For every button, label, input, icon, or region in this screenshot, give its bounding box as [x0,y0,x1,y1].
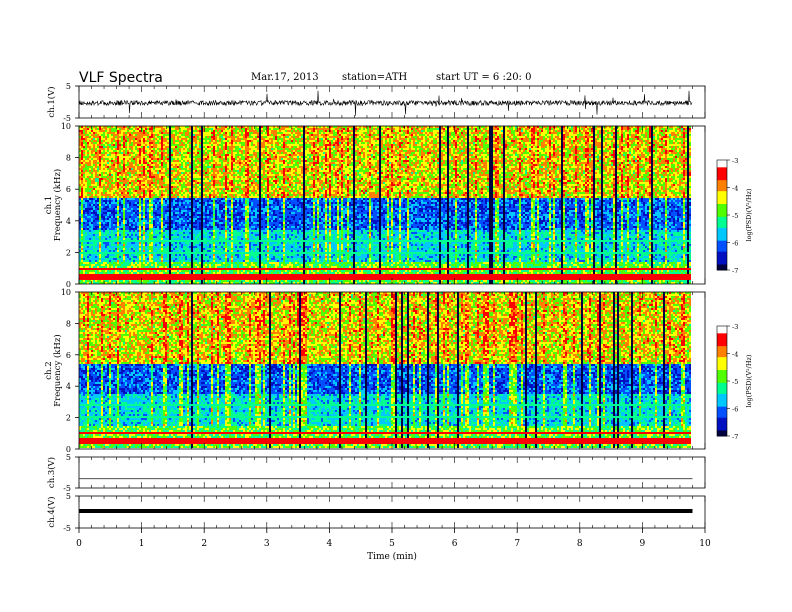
ch1-spectrogram-ytick-label: 2 [66,248,71,257]
ch2-spectrogram-colorbar-tick-label: -6 [732,406,738,414]
x-tick-label: 3 [264,539,270,549]
ch2-spectrogram-colorbar-tick-label: -3 [732,323,738,331]
ch1-spectrogram-ytick-label: 4 [66,217,71,226]
ch2-spectrogram-colorbar-label: log(PSD)(V²/Hz) [745,354,753,407]
x-tick-label: 0 [76,539,82,549]
ch2-spectrogram-ytick-label: 10 [61,288,71,297]
ch2-spectrogram-ytick-label: 6 [66,351,71,360]
ch1-spectrogram-ytick-label: 8 [66,154,71,163]
x-tick-label: 10 [699,539,711,549]
ch2-spectrogram-colorbar-tick-label: -7 [732,433,738,441]
ch2-spectrogram-cells [79,292,691,448]
ch1-spectrogram-colorbar-label: log(PSD)(V²/Hz) [745,188,753,241]
ch4-waveform-line [79,509,692,513]
ch3-waveform-ylabel: ch.3(V) [46,457,57,488]
x-tick-label: 9 [640,539,646,549]
x-tick-label: 7 [514,539,520,549]
ch1-waveform-ylabel: ch.1(V) [46,86,57,117]
x-tick-label: 4 [327,539,333,549]
ch2-spectrogram-ytick-label: 8 [66,319,71,328]
ch1-spectrogram-colorbar: -3 -4 -5 -6 -7 log(PSD)(V²/Hz) [717,157,753,275]
ch2-spectrogram-ylabel-frequency: Frequency (kHz) [52,334,63,406]
ch4-waveform-ytick-label: -5 [63,524,71,533]
x-tick-label: 8 [577,539,583,549]
ch1-spectrogram-colorbar-tick-label: -5 [732,212,738,220]
ch2-spectrogram-ytick-label: 2 [66,414,71,423]
ch2-spectrogram-colorbar-tick-label: -5 [732,378,738,386]
ch2-spectrogram-ytick-label: 4 [66,382,71,391]
ch1-spectrogram-ytick-label: 10 [61,122,71,131]
ch1-spectrogram-colorbar-tick-label: -6 [732,240,738,248]
ch3-waveform-ytick-label: 5 [66,453,71,462]
ch2-spectrogram-colorbar: -3 -4 -5 -6 -7 log(PSD)(V²/Hz) [717,323,753,441]
x-tick-label: 2 [201,539,207,549]
ch1-spectrogram-colorbar-tick-label: -3 [732,157,738,165]
ch4-waveform-ytick-label: 5 [66,492,71,501]
x-axis-label: Time (min) [367,551,417,562]
ch1-spectrogram-cells [79,126,691,284]
ch1-spectrogram-ylabel-frequency: Frequency (kHz) [52,169,63,241]
ch1-waveform-line [79,91,692,116]
vlf-spectra-figure: 5-5ch.1(V)0246810ch.1 Frequency (kHz)0246… [0,0,792,612]
x-tick-label: 5 [389,539,395,549]
ch2-spectrogram-colorbar-tick-label: -4 [732,351,738,359]
ch4-waveform-ylabel: ch.4(V) [46,496,57,527]
x-tick-label: 1 [139,539,145,549]
x-tick-label: 6 [452,539,458,549]
ch1-spectrogram-colorbar-tick-label: -4 [732,185,738,193]
ch1-waveform-ytick-label: 5 [66,82,71,91]
ch1-spectrogram-ytick-label: 6 [66,185,71,194]
ch1-spectrogram-colorbar-tick-label: -7 [732,267,738,275]
